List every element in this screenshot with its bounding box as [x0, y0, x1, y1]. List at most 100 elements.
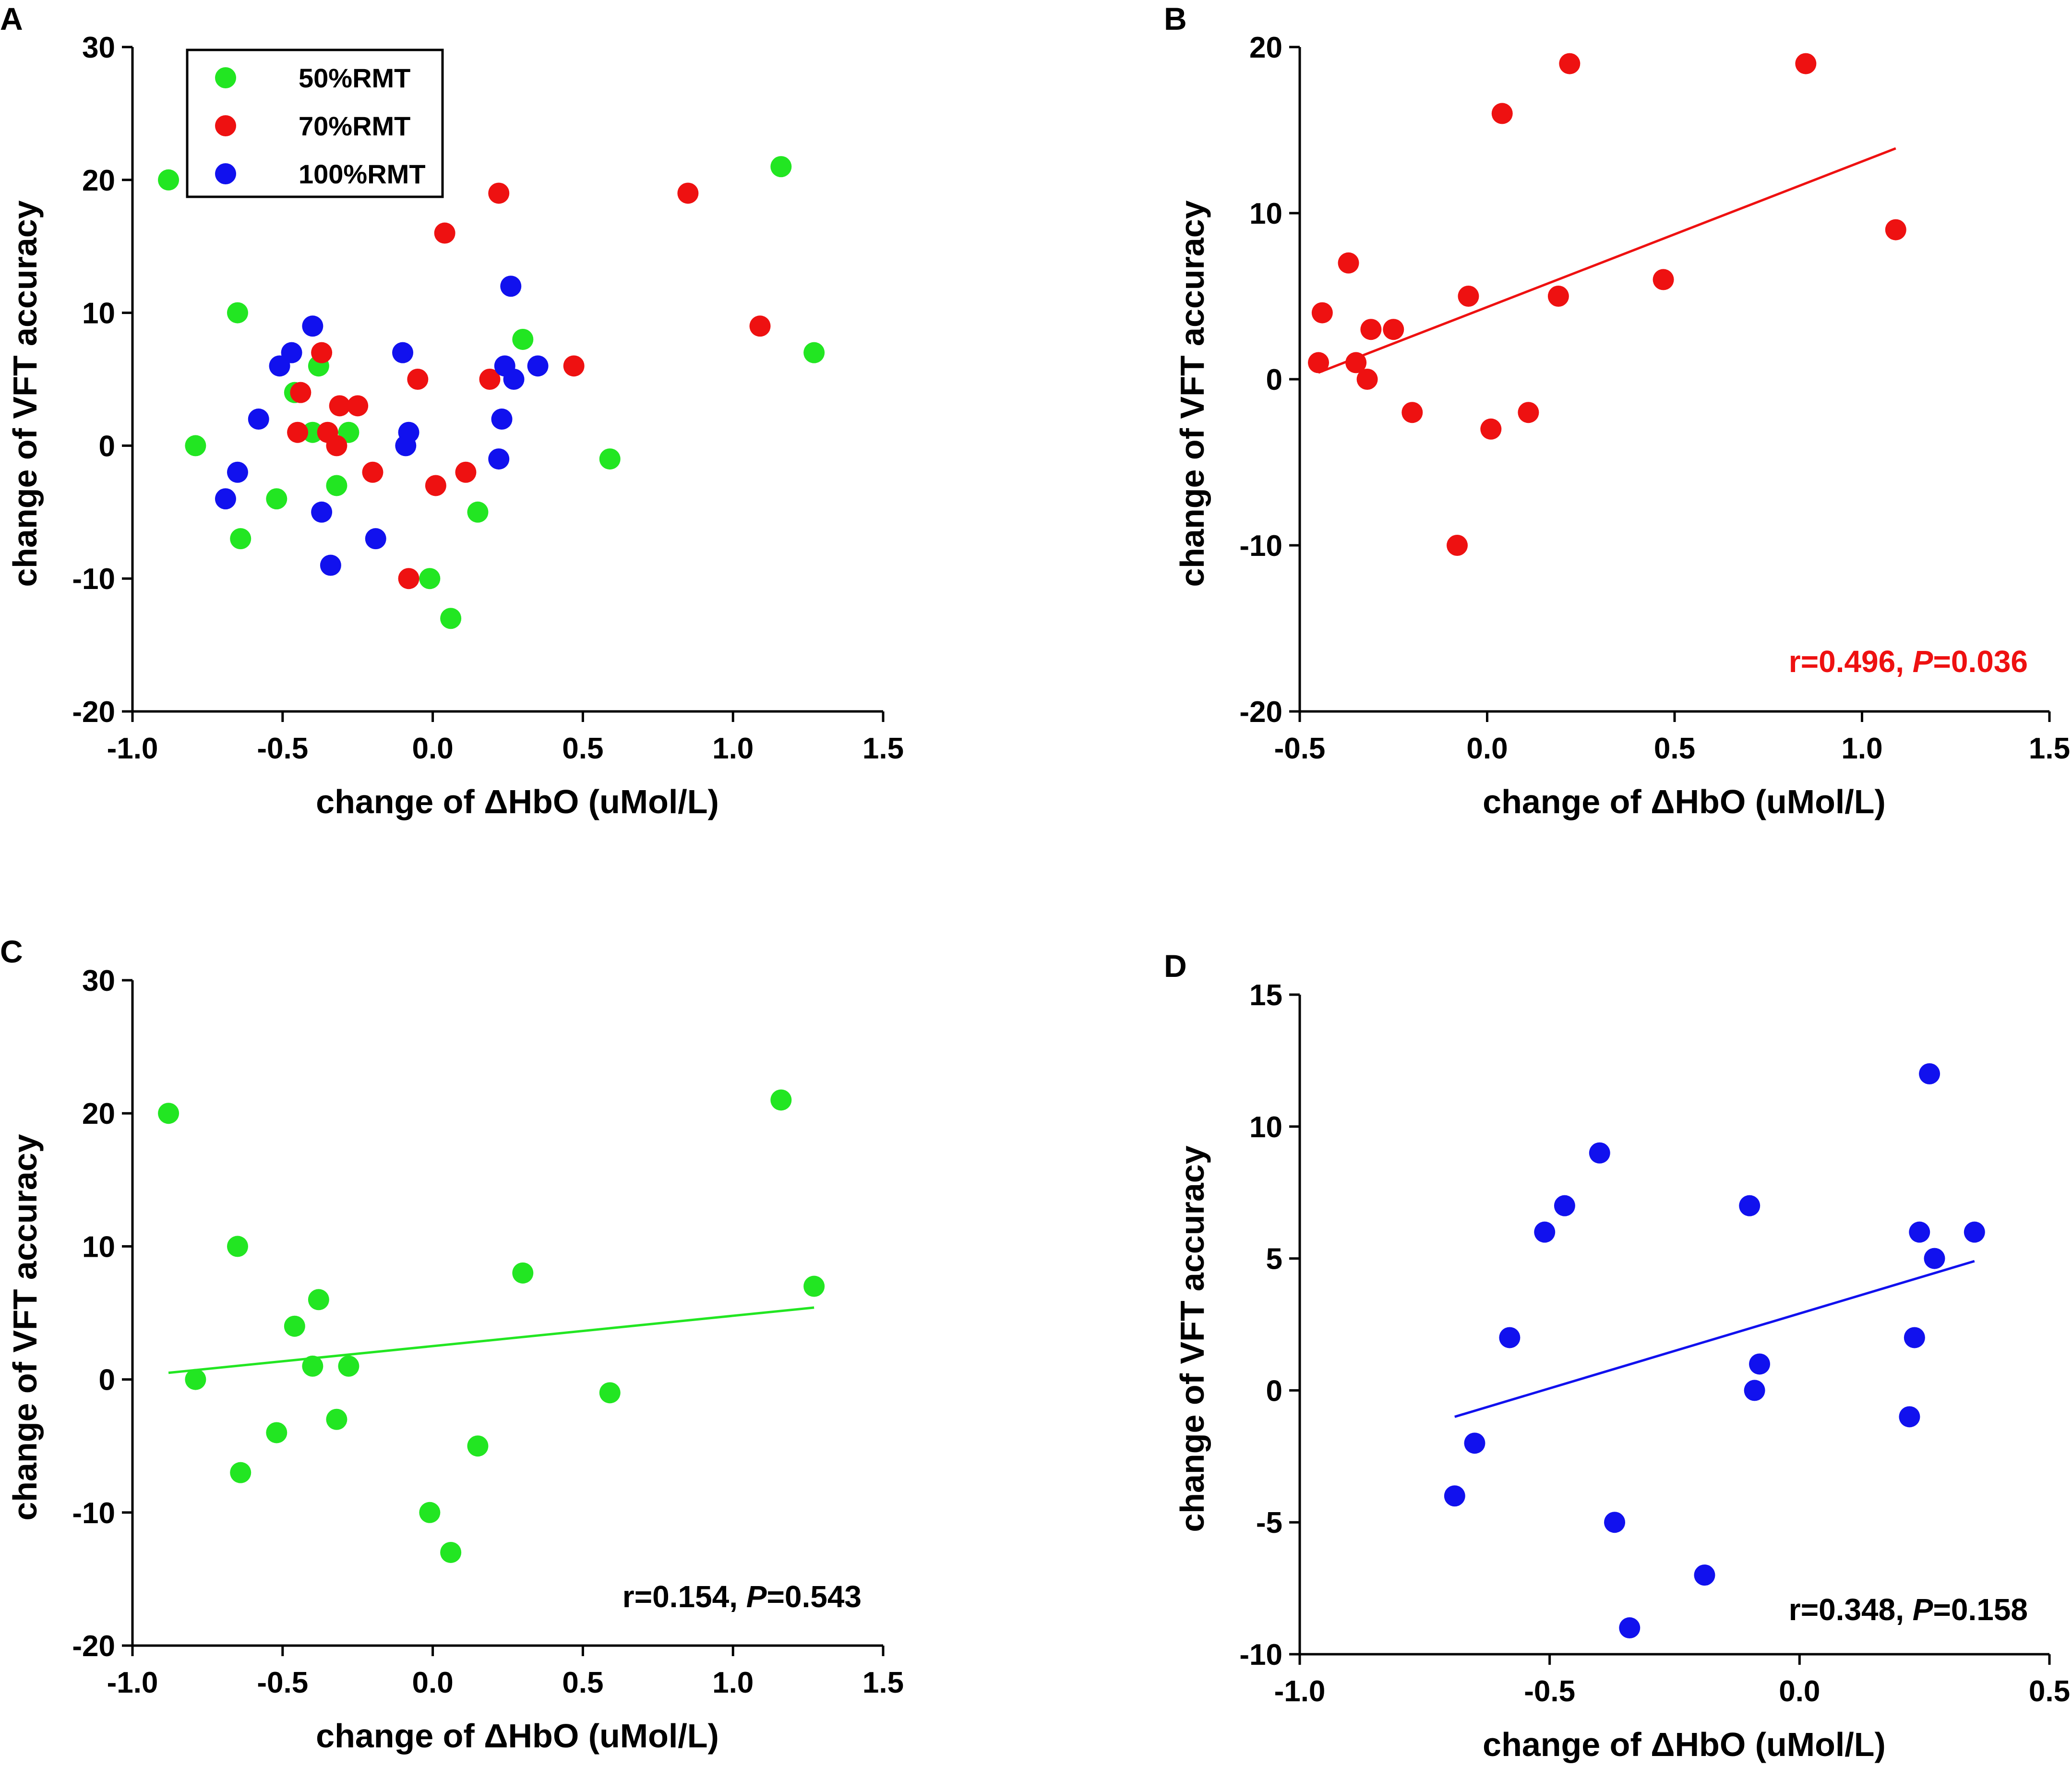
data-point — [440, 1541, 462, 1563]
data-point — [311, 501, 333, 523]
data-point — [527, 355, 549, 377]
y-tick-label: 15 — [1249, 979, 1282, 1012]
data-point — [1589, 1142, 1610, 1164]
data-point — [425, 475, 446, 496]
panel-label-d: D — [1164, 948, 1187, 984]
x-tick-label: -0.5 — [257, 732, 308, 765]
x-tick-label: 0.0 — [412, 732, 453, 765]
y-tick-label: -10 — [72, 563, 115, 596]
data-point — [803, 342, 825, 363]
stat-p-letter: P — [1913, 644, 1933, 679]
data-point — [455, 461, 477, 483]
data-point — [392, 342, 414, 363]
data-point — [248, 409, 269, 430]
stat-r-value: r=0.348, — [1789, 1592, 1913, 1627]
data-point — [1311, 302, 1333, 324]
data-point — [1401, 402, 1423, 423]
panel-label-c: C — [0, 934, 23, 969]
data-point — [407, 369, 429, 390]
data-point — [230, 528, 252, 550]
data-point — [326, 435, 347, 457]
data-point — [1308, 352, 1329, 373]
data-point — [308, 1289, 329, 1311]
y-tick-label: 10 — [1249, 1111, 1282, 1144]
y-axis-title: change of VFT accuracy — [6, 200, 44, 587]
data-point — [1480, 418, 1502, 440]
stat-p-letter: P — [746, 1579, 767, 1614]
data-point — [512, 1262, 534, 1284]
correlation-stat: r=0.496, P=0.036 — [1789, 644, 2028, 679]
legend-label: 50%RMT — [299, 63, 410, 93]
y-tick-label: 20 — [82, 1097, 115, 1131]
panel-label-a: A — [0, 1, 23, 36]
y-tick-label: -10 — [1239, 1638, 1282, 1672]
x-tick-label: 1.0 — [1841, 732, 1882, 765]
stat-p-letter: P — [1913, 1592, 1933, 1627]
panel-label-b: B — [1164, 1, 1187, 36]
x-tick-label: 1.0 — [712, 732, 754, 765]
regression-line — [1318, 147, 1896, 374]
y-tick-label: 10 — [1249, 197, 1282, 230]
data-point — [488, 448, 510, 470]
y-tick-label: -10 — [72, 1497, 115, 1530]
data-point — [1534, 1221, 1556, 1243]
y-tick-label: -20 — [72, 696, 115, 729]
data-point — [1964, 1221, 1985, 1243]
data-point — [1795, 53, 1817, 74]
data-point — [326, 1408, 347, 1430]
data-point — [677, 182, 699, 204]
data-point — [419, 1502, 441, 1523]
data-point — [479, 369, 501, 390]
data-point — [362, 461, 383, 483]
data-point — [329, 395, 350, 417]
legend-marker — [215, 163, 236, 184]
data-point — [290, 382, 311, 403]
y-tick-label: 30 — [82, 31, 115, 64]
data-point — [1924, 1248, 1945, 1269]
data-point — [1447, 535, 1468, 556]
x-tick-label: 0.5 — [1654, 732, 1695, 765]
data-point — [1744, 1380, 1765, 1401]
data-point — [287, 421, 309, 443]
data-point — [326, 475, 347, 496]
data-point — [1518, 402, 1539, 423]
stat-r-value: r=0.154, — [623, 1579, 746, 1614]
x-tick-label: 0.5 — [562, 732, 603, 765]
y-tick-label: -20 — [1239, 696, 1282, 729]
data-point — [500, 276, 522, 297]
data-point — [1444, 1485, 1465, 1507]
regression-line — [168, 1306, 814, 1374]
legend-marker — [215, 115, 236, 136]
data-point — [266, 488, 287, 510]
data-point — [770, 1089, 792, 1111]
y-tick-label: 0 — [1266, 1374, 1282, 1407]
data-point — [599, 448, 621, 470]
data-point — [434, 222, 455, 244]
data-point — [419, 568, 441, 589]
x-tick-label: -1.0 — [1274, 1675, 1326, 1708]
data-point — [1356, 369, 1378, 390]
data-point — [1619, 1617, 1641, 1639]
data-point — [1604, 1512, 1626, 1533]
data-point — [347, 395, 369, 417]
y-tick-label: -10 — [1239, 529, 1282, 563]
data-point — [311, 342, 333, 363]
y-tick-label: 20 — [82, 164, 115, 197]
x-tick-label: 1.5 — [862, 732, 904, 765]
data-point — [215, 488, 236, 510]
x-tick-label: 1.5 — [862, 1666, 904, 1699]
data-point — [1904, 1327, 1925, 1348]
data-point — [338, 1355, 359, 1377]
x-tick-label: 0.5 — [562, 1666, 603, 1699]
data-point — [1345, 352, 1367, 373]
data-point — [770, 156, 792, 178]
data-point — [512, 328, 534, 350]
data-point — [749, 315, 771, 337]
y-tick-label: 10 — [82, 1230, 115, 1263]
data-point — [1739, 1195, 1761, 1216]
data-point — [365, 528, 386, 550]
data-point — [1547, 286, 1569, 307]
data-point — [467, 1435, 489, 1457]
legend: 50%RMT 70%RMT 100%RMT — [186, 48, 444, 198]
